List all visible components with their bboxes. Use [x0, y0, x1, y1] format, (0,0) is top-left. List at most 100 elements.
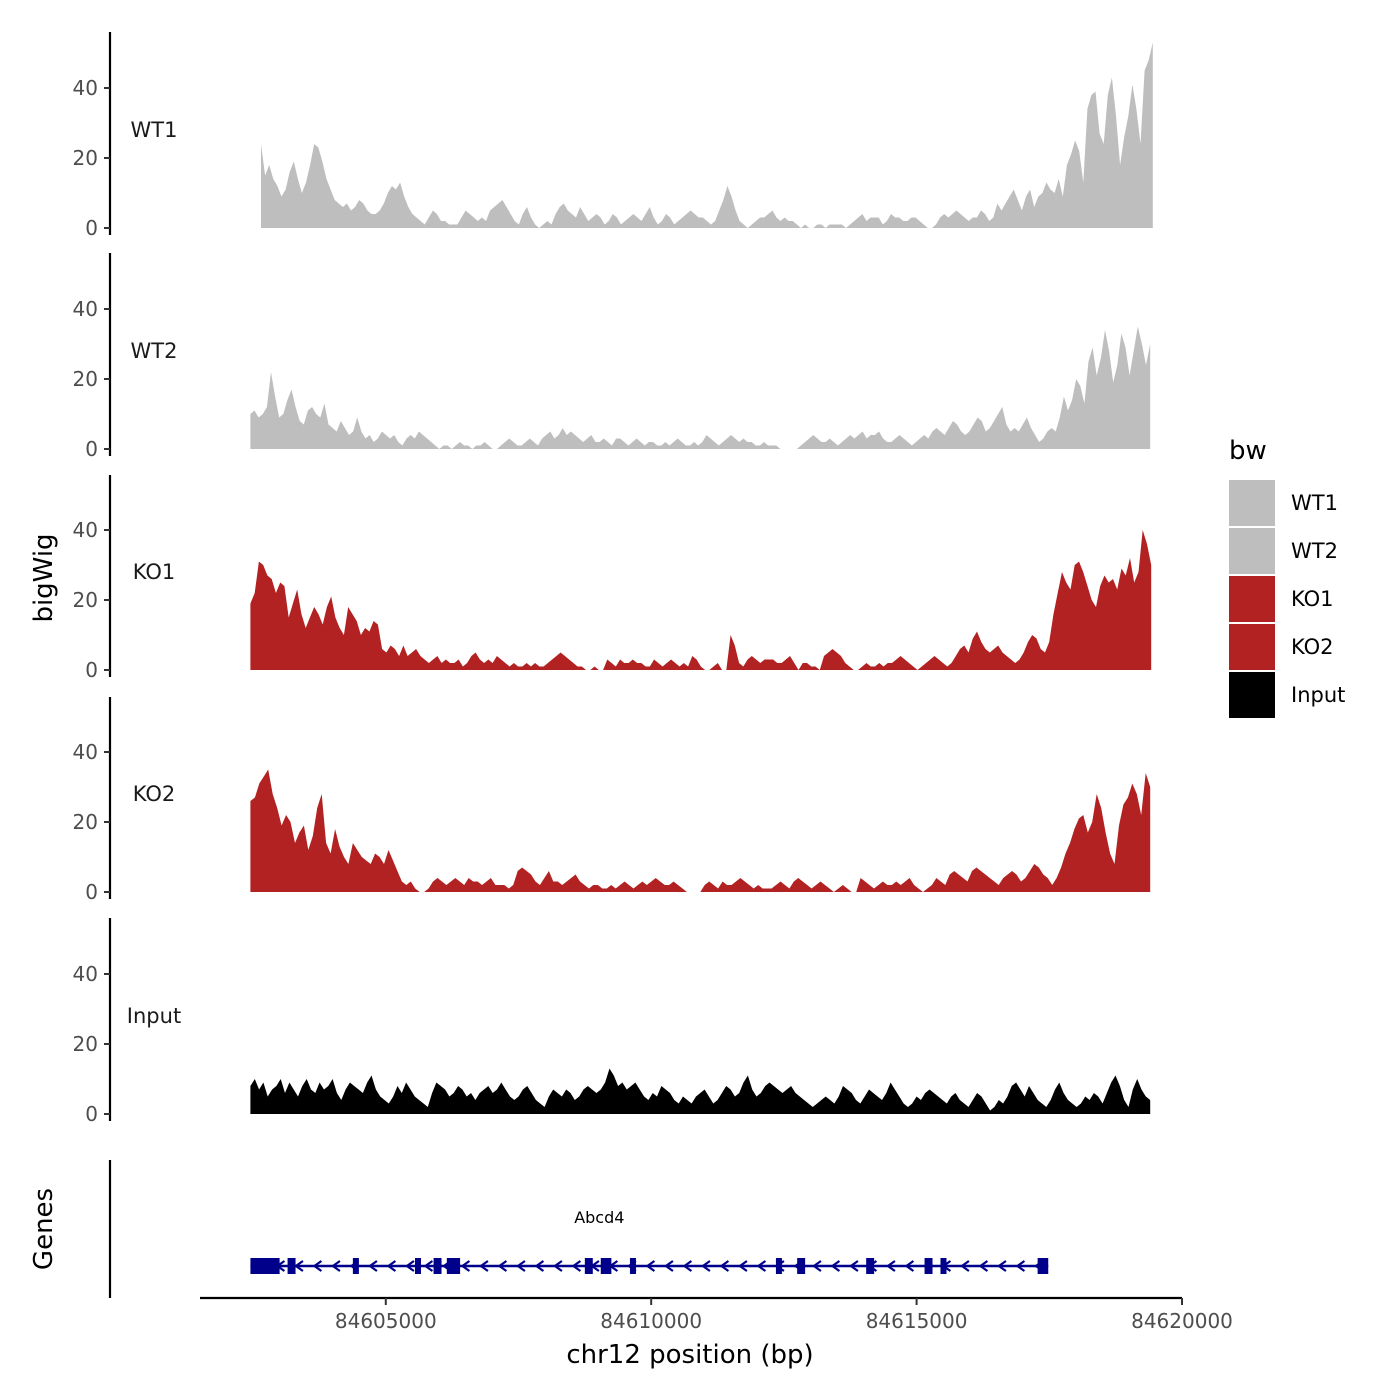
track-panel-wt2: 0 20 40 WT2 [73, 253, 1151, 461]
gene-exon [433, 1258, 442, 1274]
track-panel-input: 0 20 40 Input [73, 918, 1151, 1126]
track-panel-wt1: 0 20 40 WT1 [73, 32, 1153, 240]
track-label-wt2: WT2 [131, 339, 178, 363]
y-tick-label: 40 [73, 297, 98, 321]
strand-arrow-icon [682, 1260, 693, 1272]
gene-exon [250, 1258, 280, 1274]
y-axis-title: bigWig [29, 533, 59, 622]
strand-arrow-icon [1015, 1260, 1026, 1272]
track-label-ko2: KO2 [133, 782, 176, 806]
legend-label: KO1 [1291, 587, 1334, 611]
x-tick-label: 84615000 [866, 1309, 968, 1333]
strand-arrow-icon [423, 1260, 434, 1272]
gene-exon [414, 1258, 421, 1274]
strand-arrow-icon [756, 1260, 767, 1272]
y-tick-label: 40 [73, 740, 98, 764]
strand-arrow-icon [701, 1260, 711, 1272]
signal-area-ko1 [250, 530, 1152, 670]
signal-area-ko2 [250, 769, 1151, 892]
y-tick-label: 40 [73, 76, 98, 100]
x-tick-label: 84620000 [1131, 1309, 1233, 1333]
legend-item-ko1: KO1 [1229, 576, 1334, 622]
y-tick-label: 0 [85, 658, 98, 682]
legend-label: KO2 [1291, 635, 1334, 659]
strand-arrow-icon [516, 1260, 526, 1272]
legend-swatch [1229, 528, 1275, 574]
strand-arrow-icon [830, 1260, 841, 1272]
y-tick-label: 20 [73, 588, 98, 612]
legend-item-wt1: WT1 [1229, 480, 1338, 526]
gene-exon [924, 1258, 933, 1274]
strand-arrow-icon [405, 1260, 415, 1272]
gene-exon [629, 1258, 636, 1274]
legend-title: bw [1229, 436, 1267, 466]
strand-arrow-icon [312, 1260, 323, 1272]
gene-exon [866, 1258, 875, 1274]
signal-area-wt2 [250, 326, 1151, 449]
x-axis-title: chr12 position (bp) [566, 1340, 813, 1370]
legend-swatch [1229, 576, 1275, 622]
strand-arrow-icon [479, 1260, 489, 1272]
gene-exon [287, 1258, 296, 1274]
legend-item-input: Input [1229, 672, 1345, 718]
legend-swatch [1229, 672, 1275, 718]
y-tick-label: 40 [73, 962, 98, 986]
strand-arrow-icon [571, 1260, 582, 1272]
signal-area-input [250, 1068, 1151, 1114]
strand-arrow-icon [553, 1260, 563, 1272]
strand-arrow-icon [331, 1260, 341, 1272]
y-tick-label: 20 [73, 146, 98, 170]
x-tick-label: 84605000 [335, 1309, 437, 1333]
gene-exon [352, 1258, 359, 1274]
strand-arrow-icon [886, 1260, 896, 1272]
gene-exon [940, 1258, 947, 1274]
gene-exon [600, 1258, 612, 1274]
gene-exon [775, 1258, 782, 1274]
legend-label: WT1 [1291, 491, 1338, 515]
legend-label: WT2 [1291, 539, 1338, 563]
strand-arrow-icon [960, 1260, 970, 1272]
gene-exon [797, 1258, 806, 1274]
strand-arrow-icon [534, 1260, 545, 1272]
legend-item-wt2: WT2 [1229, 528, 1338, 574]
track-panel-ko2: 0 20 40 KO2 [73, 697, 1151, 904]
track-panel-ko1: 0 20 40 KO1 [73, 475, 1152, 682]
strand-arrow-icon [978, 1260, 989, 1272]
gene-name-label: Abcd4 [574, 1208, 624, 1227]
gene-exon [446, 1258, 461, 1274]
strand-arrow-icon [719, 1260, 730, 1272]
y-tick-label: 40 [73, 518, 98, 542]
strand-arrow-icon [904, 1260, 915, 1272]
strand-arrow-icon [849, 1260, 859, 1272]
legend-swatch [1229, 624, 1275, 670]
y-tick-label: 0 [85, 1102, 98, 1126]
strand-arrow-icon [497, 1260, 508, 1272]
gene-panel-title: Genes [29, 1188, 59, 1270]
y-tick-label: 0 [85, 880, 98, 904]
gene-exon [1037, 1258, 1049, 1274]
track-label-wt1: WT1 [131, 118, 178, 142]
track-label-ko1: KO1 [133, 560, 176, 584]
y-tick-label: 20 [73, 810, 98, 834]
legend-label: Input [1291, 683, 1345, 707]
legend-swatch [1229, 480, 1275, 526]
track-label-input: Input [127, 1004, 181, 1028]
strand-arrow-icon [997, 1260, 1007, 1272]
strand-arrow-icon [368, 1260, 378, 1272]
y-tick-label: 0 [85, 437, 98, 461]
strand-arrow-icon [460, 1260, 471, 1272]
strand-arrow-icon [294, 1260, 304, 1272]
y-tick-label: 0 [85, 216, 98, 240]
signal-area-wt1 [261, 42, 1153, 228]
y-tick-label: 20 [73, 367, 98, 391]
strand-arrow-icon [812, 1260, 822, 1272]
strand-arrow-icon [386, 1260, 397, 1272]
x-tick-label: 84610000 [600, 1309, 702, 1333]
legend-item-ko2: KO2 [1229, 624, 1334, 670]
strand-arrow-icon [645, 1260, 656, 1272]
gene-exon [584, 1258, 593, 1274]
strand-arrow-icon [738, 1260, 748, 1272]
y-tick-label: 20 [73, 1032, 98, 1056]
strand-arrow-icon [664, 1260, 674, 1272]
